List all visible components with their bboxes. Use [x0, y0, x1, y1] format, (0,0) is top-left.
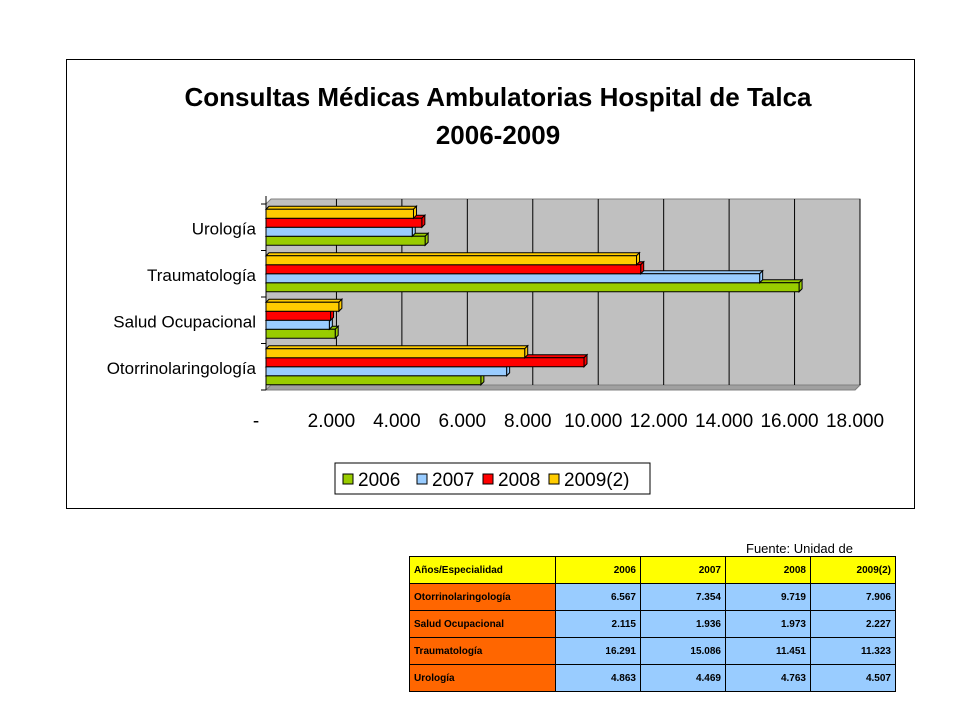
table-header-cell: 2006 — [555, 556, 641, 584]
plot-floor — [264, 384, 862, 391]
x-tick-label: 16.000 — [760, 411, 818, 432]
category-label: Salud Ocupacional — [113, 312, 256, 331]
table-cell: 7.906 — [810, 583, 896, 611]
legend-swatch — [482, 473, 494, 485]
table-cell: 9.719 — [725, 583, 811, 611]
legend: 2006 2007 2008 2009(2) — [334, 462, 651, 495]
legend-label: 2008 — [498, 470, 540, 491]
x-tick-label: 14.000 — [695, 411, 753, 432]
legend-item: 2006 — [342, 470, 400, 491]
table-cell: 7.354 — [640, 583, 726, 611]
bar-face — [265, 264, 642, 275]
table-cell: 2.115 — [555, 610, 641, 638]
bar-face — [265, 366, 508, 377]
bar-face — [265, 235, 426, 246]
bar-face — [265, 328, 336, 339]
table-header-row: Años/Especialidad 2006 2007 2008 2009(2) — [409, 556, 896, 584]
x-tick-label: 6.000 — [439, 411, 487, 432]
table-cell: 2.227 — [810, 610, 896, 638]
table-cell: 4.507 — [810, 664, 896, 692]
legend-label: 2007 — [432, 470, 474, 491]
bar-chart: Consultas Médicas Ambulatorias Hospital … — [107, 82, 884, 495]
bar — [264, 251, 641, 266]
bar-face — [265, 357, 585, 368]
bar-face — [265, 255, 638, 266]
table-cell: 11.451 — [725, 637, 811, 665]
x-tick-label: 2.000 — [308, 411, 356, 432]
table-cell: 4.763 — [725, 664, 811, 692]
table-cell: 1.973 — [725, 610, 811, 638]
bar-face — [265, 348, 526, 359]
legend-label: 2006 — [358, 470, 400, 491]
table-cell: 6.567 — [555, 583, 641, 611]
legend-item: 2009(2) — [548, 470, 630, 491]
plot-area: Otorrinolaringología Salud Ocupacional Tra… — [107, 196, 884, 432]
table-header-cell: 2007 — [640, 556, 726, 584]
table-cell: 1.936 — [640, 610, 726, 638]
table-row: Salud Ocupacional 2.115 1.936 1.973 2.22… — [409, 610, 896, 638]
table-cell: 11.323 — [810, 637, 896, 665]
category-label: Otorrinolaringología — [107, 359, 257, 378]
table-row: Traumatología 16.291 15.086 11.451 11.32… — [409, 637, 896, 665]
table-cell: Otorrinolaringología — [409, 583, 556, 611]
table-header-cell: Años/Especialidad — [409, 556, 556, 584]
bar-face — [265, 301, 340, 312]
category-label: Traumatología — [147, 266, 257, 285]
table-cell: 4.469 — [640, 664, 726, 692]
chart-title: Consultas Médicas Ambulatorias Hospital … — [184, 82, 812, 112]
legend-item: 2008 — [482, 470, 540, 491]
bar-face — [265, 217, 423, 228]
table-cell: 16.291 — [555, 637, 641, 665]
chart-frame: Consultas Médicas Ambulatorias Hospital … — [66, 59, 915, 571]
legend-label: 2009(2) — [564, 470, 630, 491]
x-tick-label: 10.000 — [564, 411, 622, 432]
bar-face — [265, 375, 482, 386]
table-cell: 4.863 — [555, 664, 641, 692]
data-table: Años/Especialidad 2006 2007 2008 2009(2)… — [409, 556, 896, 692]
table-header-cell: 2009(2) — [810, 556, 896, 584]
bar — [264, 298, 344, 313]
category-label: Urología — [192, 219, 257, 238]
x-tick-label: 4.000 — [373, 411, 421, 432]
legend-swatch — [548, 473, 560, 485]
legend-item: 2007 — [416, 470, 474, 491]
bar-face — [265, 282, 800, 293]
x-tick-label: - — [253, 411, 259, 432]
bar — [264, 344, 529, 359]
legend-swatch — [416, 473, 428, 485]
bar-face — [265, 319, 330, 330]
chart-subtitle: 2006-2009 — [436, 120, 560, 150]
x-tick-label: 18.000 — [826, 411, 884, 432]
bar-face — [265, 226, 413, 237]
table-row: Urología 4.863 4.469 4.763 4.507 — [409, 664, 896, 692]
x-tick-label: 8.000 — [504, 411, 552, 432]
x-tick-label: 12.000 — [630, 411, 688, 432]
table-cell: Urología — [409, 664, 556, 692]
bar-face — [265, 310, 332, 321]
bar-face — [265, 273, 761, 284]
bar — [264, 205, 418, 220]
table-row: Otorrinolaringología 6.567 7.354 9.719 7… — [409, 583, 896, 611]
bar-face — [265, 208, 414, 219]
table-cell: Traumatología — [409, 637, 556, 665]
legend-swatch — [342, 473, 354, 485]
table-cell: 15.086 — [640, 637, 726, 665]
table-header-cell: 2008 — [725, 556, 811, 584]
table-cell: Salud Ocupacional — [409, 610, 556, 638]
